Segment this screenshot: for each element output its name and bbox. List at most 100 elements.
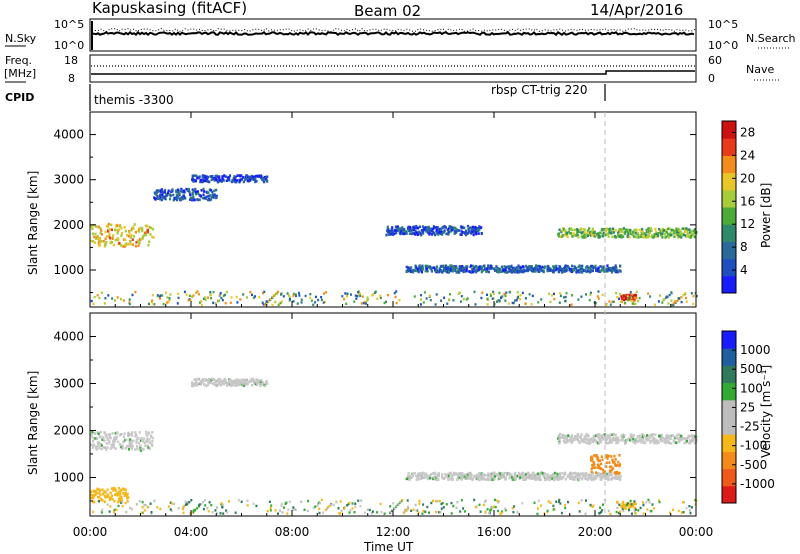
scatter-cell — [611, 300, 614, 304]
nsearch-lo: 10^0 — [708, 39, 738, 52]
scatter-cell — [570, 303, 573, 306]
scatter-cell — [127, 433, 131, 437]
scatter-cell — [251, 383, 254, 387]
scatter-cell — [521, 291, 524, 295]
scatter-cell — [665, 434, 668, 437]
scatter-cell — [569, 232, 572, 235]
scatter-cell — [135, 241, 138, 244]
scatter-cell — [150, 226, 153, 230]
scatter-cell — [413, 472, 416, 475]
scatter-cell — [181, 197, 184, 201]
freq-hi: 18 — [64, 54, 78, 67]
scatter-cell — [266, 382, 269, 385]
scatter-cell — [443, 229, 446, 232]
scatter-cell — [202, 187, 205, 191]
scatter-cell — [564, 506, 567, 510]
colorbar-tick-label: 4 — [740, 263, 748, 277]
scatter-cell — [402, 232, 405, 236]
scatter-cell — [486, 303, 489, 306]
scatter-cell — [514, 476, 517, 480]
scatter-cell — [619, 228, 622, 232]
scatter-cell — [609, 269, 612, 272]
scatter-cell — [129, 438, 132, 442]
scatter-cell — [620, 235, 624, 238]
scatter-cell — [286, 512, 289, 515]
scatter-cell — [605, 437, 608, 441]
scatter-cell — [639, 234, 642, 237]
colorbar-tick-label: 8 — [740, 240, 748, 254]
scatter-cell — [239, 179, 242, 183]
scatter-cell — [446, 270, 449, 274]
scatter-cell — [480, 232, 483, 235]
scatter-cell — [571, 294, 573, 297]
scatter-cell — [668, 227, 672, 231]
scatter-cell — [444, 226, 447, 229]
scatter-cell — [478, 268, 481, 271]
scatter-cell — [488, 473, 492, 477]
scatter-cell — [209, 381, 212, 385]
scatter-cell — [691, 439, 694, 443]
scatter-cell — [480, 475, 483, 478]
scatter-cell — [128, 440, 131, 443]
scatter-cell — [204, 504, 207, 507]
scatter-cell — [563, 473, 566, 477]
scatter-cell — [222, 382, 225, 386]
scatter-cell — [459, 474, 462, 477]
scatter-cell — [466, 224, 470, 228]
scatter-cell — [323, 292, 325, 295]
scatter-cell — [490, 265, 493, 268]
scatter-cell — [100, 444, 103, 447]
x-tick-label: 20:00 — [578, 525, 613, 539]
scatter-cell — [215, 177, 218, 181]
scatter-cell — [681, 227, 684, 230]
scatter-cell — [487, 478, 490, 482]
scatter-cell — [120, 495, 123, 499]
scatter-cell — [90, 239, 93, 243]
scatter-cell — [577, 235, 580, 239]
scatter-cell — [303, 508, 306, 511]
scatter-cell — [646, 230, 649, 234]
scatter-cell — [578, 473, 581, 476]
scatter-cell — [463, 269, 466, 273]
scatter-cell — [146, 440, 149, 443]
scatter-cell — [500, 473, 503, 477]
scatter-cell — [526, 269, 529, 272]
scatter-cell — [584, 434, 588, 437]
scatter-cell — [527, 473, 530, 477]
scatter-cell — [189, 198, 192, 201]
scatter-cell — [222, 179, 225, 182]
scatter-cell — [447, 266, 450, 269]
scatter-cell — [432, 225, 435, 228]
scatter-cell — [262, 303, 265, 306]
scatter-cell — [511, 269, 514, 273]
scatter-cell — [143, 441, 146, 445]
scatter-cell — [573, 437, 576, 441]
scatter-cell — [684, 437, 687, 441]
scatter-cell — [294, 293, 297, 296]
scatter-cell — [435, 270, 438, 274]
scatter-cell — [500, 296, 502, 299]
colorbar-swatch — [722, 417, 736, 435]
scatter-cell — [121, 504, 124, 508]
scatter-cell — [408, 478, 411, 481]
scatter-cell — [217, 377, 220, 381]
scatter-cell — [109, 505, 112, 508]
scatter-cell — [191, 511, 193, 514]
scatter-cell — [181, 190, 184, 193]
scatter-cell — [103, 431, 107, 435]
scatter-cell — [287, 294, 290, 297]
scatter-cell — [608, 435, 612, 439]
colorbar-swatch — [722, 224, 736, 242]
scatter-cell — [193, 174, 196, 177]
scatter-cell — [220, 383, 223, 387]
scatter-cell — [191, 384, 194, 388]
scatter-cell — [119, 499, 122, 503]
scatter-cell — [670, 291, 673, 294]
scatter-cell — [109, 491, 112, 495]
scatter-cell — [478, 478, 481, 482]
scatter-cell — [459, 300, 462, 303]
scatter-cell — [206, 507, 209, 510]
scatter-cell — [96, 237, 100, 241]
scatter-cell — [583, 472, 586, 476]
scatter-cell — [606, 472, 609, 476]
